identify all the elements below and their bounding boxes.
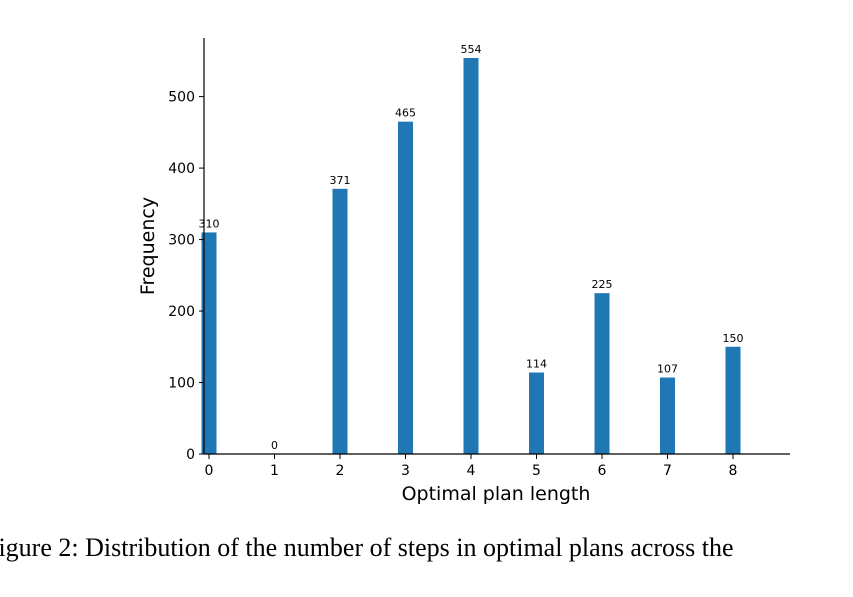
x-tick-label: 6 (598, 463, 607, 479)
x-axis-ticks: 0 1 2 3 4 5 6 7 8 (205, 454, 738, 479)
y-tick-label: 200 (168, 304, 195, 320)
bar-value-label: 225 (592, 278, 613, 291)
y-tick-label: 100 (168, 376, 195, 392)
bar-value-label: 465 (395, 107, 416, 120)
bar-value-label: 371 (330, 174, 351, 187)
bar-8 (725, 346, 741, 454)
bar-value-label: 310 (199, 217, 220, 230)
x-tick-label: 7 (663, 463, 672, 479)
y-tick-label: 300 (168, 233, 195, 249)
y-axis-ticks: 0 100 200 300 400 500 (168, 90, 204, 463)
bar-value-label: 554 (461, 43, 482, 56)
y-tick-label: 500 (168, 90, 195, 106)
y-tick-label: 400 (168, 161, 195, 177)
bar-value-label: 114 (526, 358, 547, 371)
figure-caption: Figure 2: Distribution of the number of … (0, 533, 734, 562)
bar-5 (529, 372, 544, 454)
bar-value-label: 0 (271, 439, 278, 452)
x-axis-label: Optimal plan length (402, 483, 591, 505)
bar-6 (594, 293, 610, 454)
y-tick-label: 0 (186, 447, 195, 463)
x-tick-label: 8 (729, 463, 738, 479)
bar-7 (660, 377, 675, 454)
x-tick-label: 2 (336, 463, 345, 479)
bar-value-labels: 310 0 371 465 554 114 225 107 150 (199, 43, 744, 452)
y-axis-label: Frequency (137, 197, 159, 295)
x-tick-label: 4 (467, 463, 476, 479)
bar-value-label: 107 (657, 363, 678, 376)
x-tick-label: 0 (205, 463, 214, 479)
x-tick-label: 5 (532, 463, 541, 479)
x-tick-label: 1 (270, 463, 279, 479)
bars-group (201, 58, 741, 455)
x-tick-label: 3 (401, 463, 410, 479)
bar-2 (332, 188, 348, 454)
bar-3 (398, 121, 413, 454)
bar-4 (463, 58, 479, 455)
bar-value-label: 150 (723, 332, 744, 345)
bar-0 (201, 232, 217, 454)
